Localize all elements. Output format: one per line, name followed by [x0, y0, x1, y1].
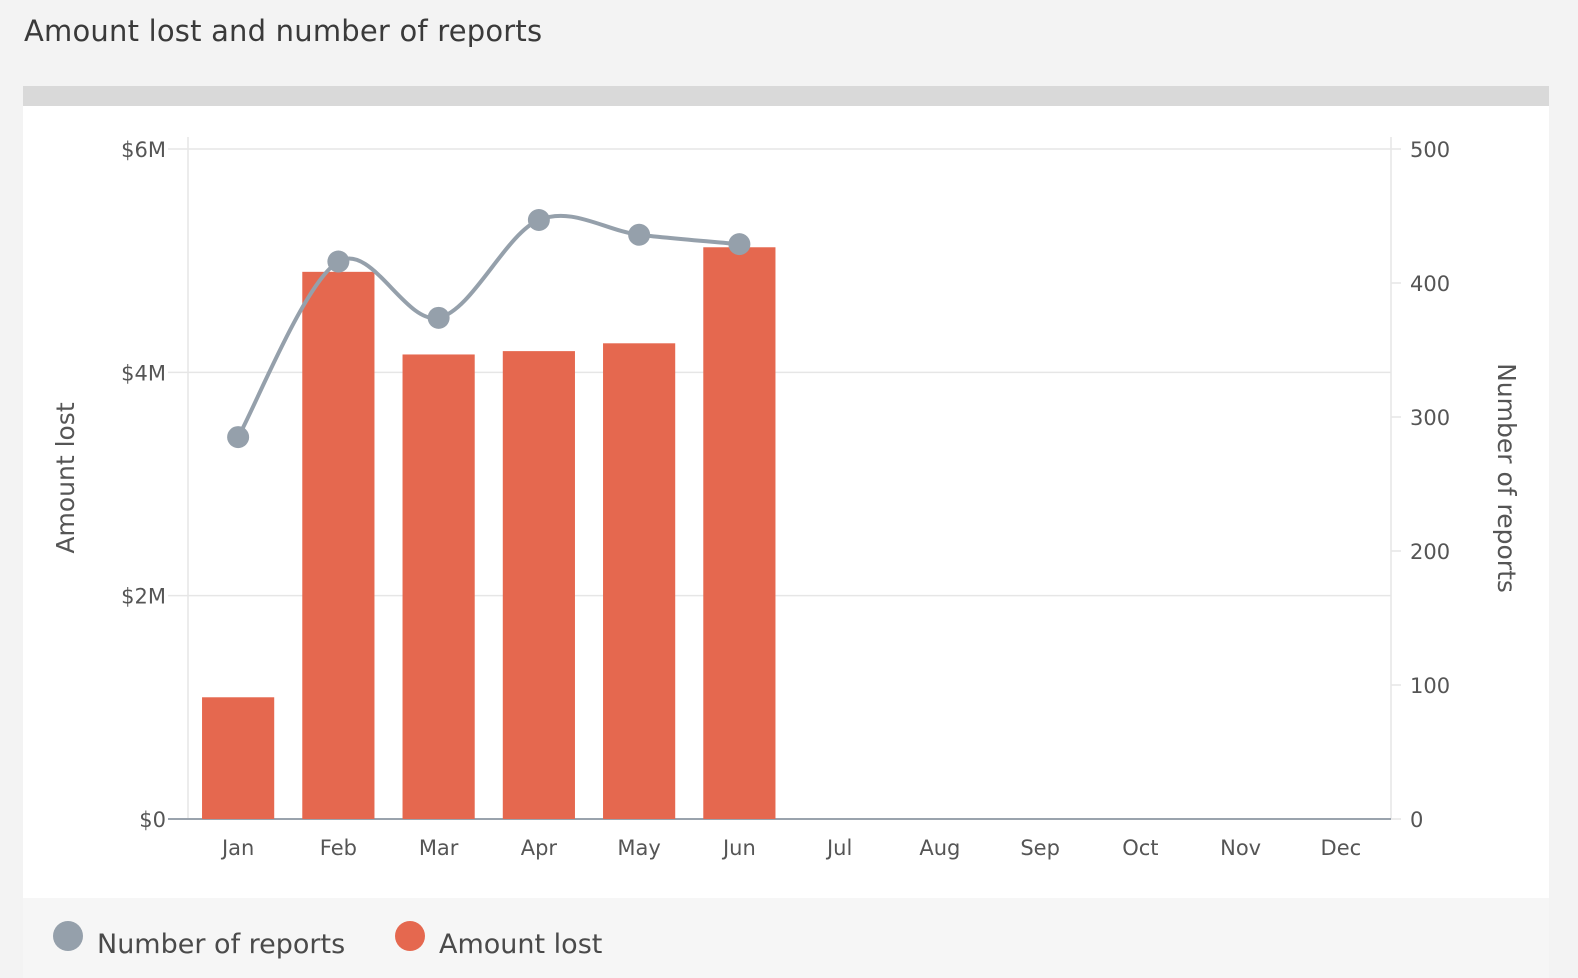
tick-labels: $0 $2M $4M $6M 0 100 200 300 400 500 Jan Feb Mar Apr M… [121, 138, 1450, 860]
legend-label: Amount lost [439, 929, 603, 960]
bar-amount-lost [502, 351, 575, 819]
y-left-tick-label: $6M [121, 138, 166, 162]
legend-marker-icon [53, 920, 83, 951]
legend-item-number-of-reports[interactable]: Number of reports [53, 920, 346, 960]
bar-amount-lost [402, 354, 475, 819]
y-right-tick-label: 200 [1410, 540, 1450, 564]
x-tick-label: Jun [721, 836, 756, 860]
y-left-tick-label: $4M [121, 361, 166, 385]
legend-marker-icon [395, 920, 425, 951]
point-number-of-reports [728, 233, 751, 256]
legend-item-amount-lost[interactable]: Amount lost [395, 920, 603, 960]
bar-amount-lost [603, 343, 676, 819]
page-title: Amount lost and number of reports [24, 14, 543, 48]
point-number-of-reports [327, 250, 350, 273]
y-axis-left-title: Amount lost [51, 402, 80, 553]
x-tick-label: Jul [825, 836, 852, 860]
x-tick-label: Nov [1220, 836, 1261, 860]
y-right-tick-label: 300 [1410, 406, 1450, 430]
amount-lost-bars [202, 247, 776, 819]
x-tick-label: Aug [919, 836, 960, 860]
legend [23, 898, 1549, 978]
x-tick-label: Apr [521, 836, 558, 860]
x-tick-label: Feb [320, 836, 357, 860]
number-of-reports-line [227, 209, 751, 449]
card-header-band [23, 86, 1549, 106]
grid-lines [188, 148, 1391, 597]
x-tick-label: Mar [419, 836, 459, 860]
point-number-of-reports [628, 223, 651, 246]
point-number-of-reports [527, 209, 550, 232]
bar-amount-lost [202, 697, 275, 819]
y-right-tick-label: 400 [1410, 272, 1450, 296]
point-number-of-reports [227, 426, 250, 449]
y-axis-right-title: Number of reports [1492, 363, 1521, 593]
x-tick-label: Dec [1321, 836, 1362, 860]
y-right-tick-label: 0 [1410, 808, 1423, 832]
y-right-tick-label: 500 [1410, 138, 1450, 162]
x-tick-label: Oct [1122, 836, 1158, 860]
bar-amount-lost [703, 247, 776, 819]
x-tick-label: Jan [220, 836, 254, 860]
point-number-of-reports [427, 306, 450, 329]
y-left-tick-label: $2M [121, 585, 166, 609]
y-left-tick-label: $0 [139, 808, 166, 832]
chart-card [23, 106, 1549, 898]
y-right-tick-label: 100 [1410, 674, 1450, 698]
legend-label: Number of reports [97, 929, 346, 960]
x-tick-label: Sep [1020, 836, 1060, 860]
x-tick-label: May [617, 836, 660, 860]
bar-amount-lost [302, 271, 375, 819]
